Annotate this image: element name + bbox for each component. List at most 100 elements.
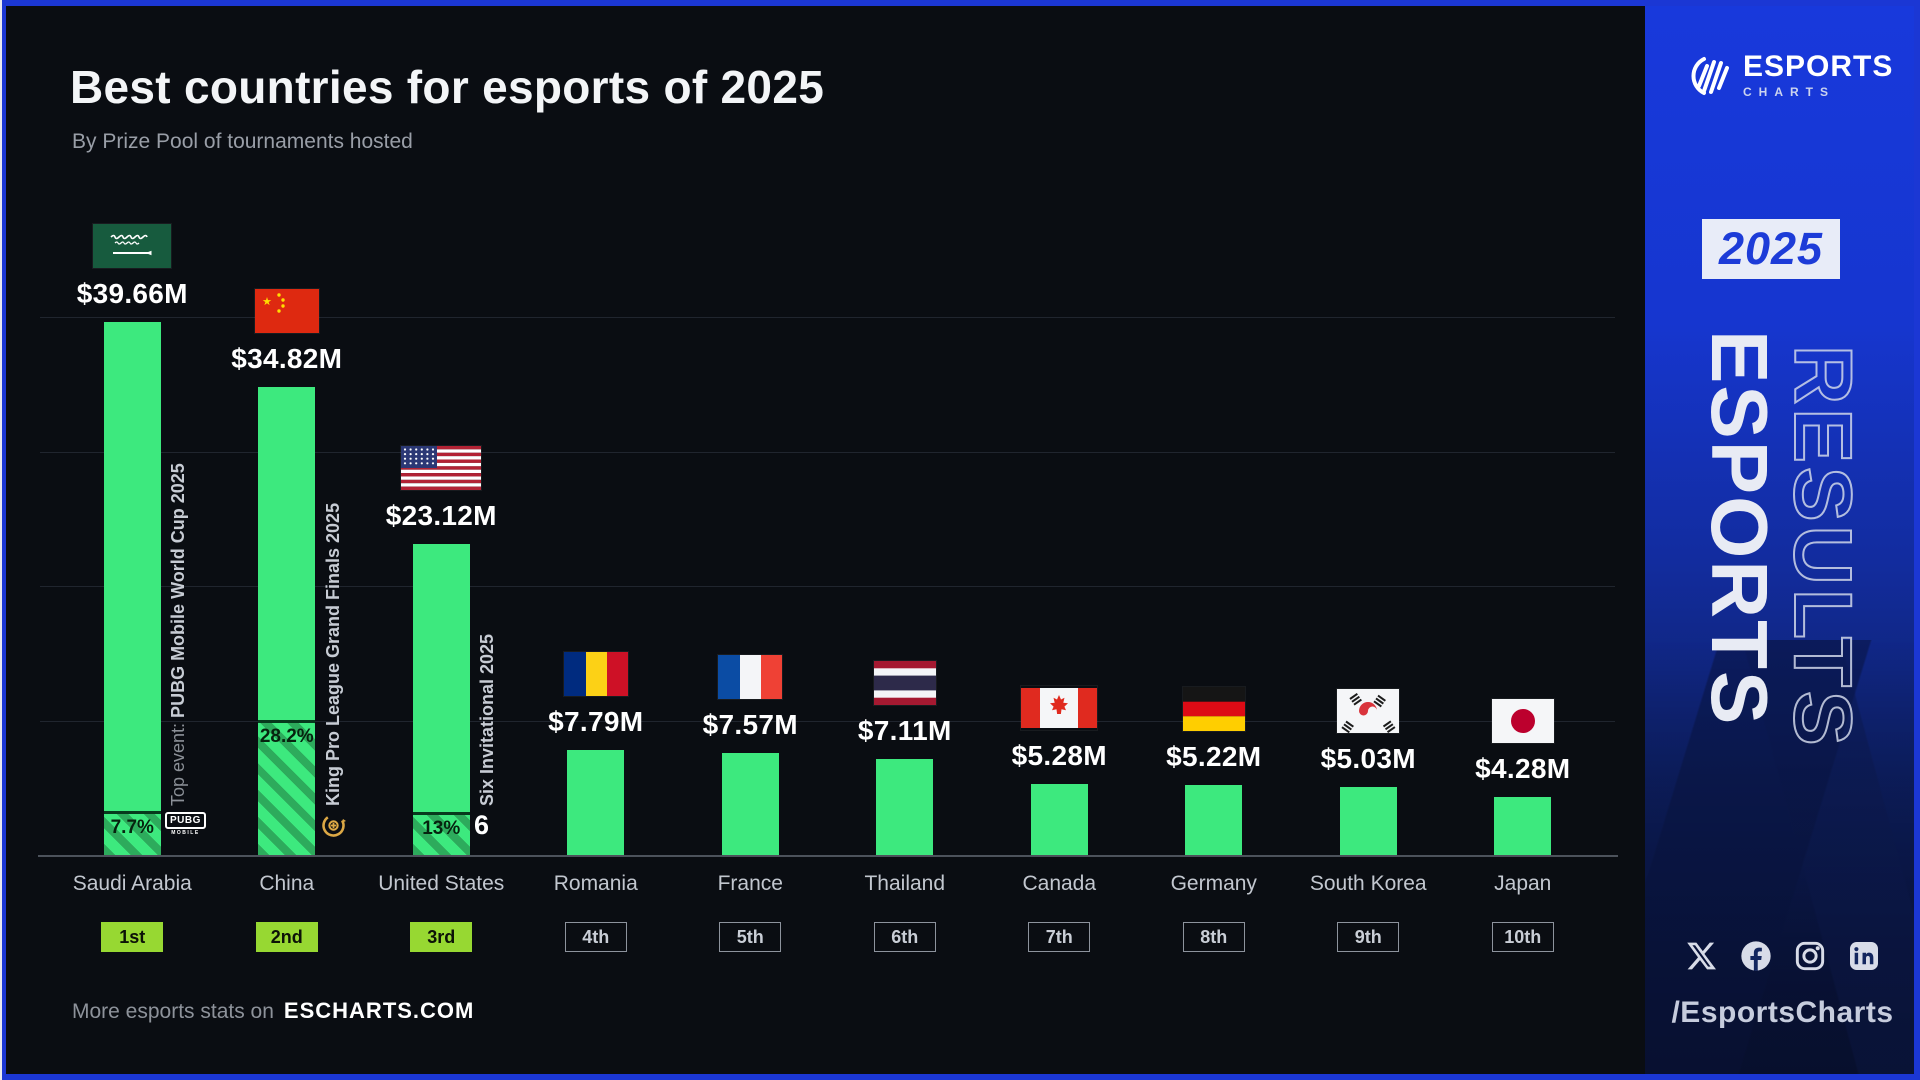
rank-badge-9th: 9th xyxy=(1337,922,1400,952)
page-title: Best countries for esports of 2025 xyxy=(70,61,825,113)
value-label: $34.82M xyxy=(231,343,343,374)
rank-badge-8th: 8th xyxy=(1182,922,1245,952)
bar-canada xyxy=(1030,784,1088,855)
column-south-korea: $5.03M xyxy=(1291,140,1446,855)
category-cell: Saudi Arabia xyxy=(55,872,210,896)
x-axis-baseline xyxy=(38,855,1618,857)
sidebar xyxy=(1645,0,1920,1080)
thailand-flag-icon xyxy=(873,661,936,705)
top-event-share-segment: 13% xyxy=(412,812,470,855)
badge-cell: 8th xyxy=(1137,922,1292,952)
sidebar-photo-overlay xyxy=(1645,640,1920,1080)
top-event-share-label: 13% xyxy=(422,818,461,839)
bar-columns: $39.66M 7.7% $34.82M 28.2% $23.12M 13% $7.79… xyxy=(55,140,1600,855)
category-cell: Japan xyxy=(1446,872,1601,896)
bar-saudi-arabia: 7.7% xyxy=(103,322,161,855)
category-cell: Canada xyxy=(982,872,1137,896)
romania-flag-icon xyxy=(563,652,628,696)
japan-flag-icon xyxy=(1491,699,1554,743)
category-cell: Romania xyxy=(519,872,674,896)
linkedin-icon[interactable] xyxy=(1848,940,1880,972)
gridline-40M xyxy=(40,317,1615,318)
badge-cell: 2nd xyxy=(210,922,365,952)
category-labels-row: Saudi Arabia China United States Romania Fra… xyxy=(55,872,1600,896)
badge-cell: 3rd xyxy=(364,922,519,952)
brand-name: ESPORTS xyxy=(1743,50,1894,83)
x-twitter-icon[interactable] xyxy=(1686,940,1718,972)
badge-cell: 4th xyxy=(519,922,674,952)
bar-united-states: 13% xyxy=(412,544,470,855)
china-flag-icon xyxy=(254,289,319,333)
king-pro-league-logo-icon xyxy=(320,812,347,844)
top-event-name: Top event: PUBG Mobile World Cup 2025 xyxy=(168,463,188,806)
rank-badge-1st: 1st xyxy=(101,922,164,952)
column-germany: $5.22M xyxy=(1137,140,1292,855)
value-label: $5.22M xyxy=(1166,741,1262,772)
bar-japan xyxy=(1494,797,1552,855)
rank-badge-2nd: 2nd xyxy=(255,922,318,952)
germany-flag-icon xyxy=(1182,687,1245,731)
gridline-10M xyxy=(40,721,1615,722)
badge-cell: 9th xyxy=(1291,922,1446,952)
gridline-30M xyxy=(40,452,1615,453)
esports-charts-logo: ESPORTS CHARTS xyxy=(1690,52,1893,99)
bar-china: 28.2% xyxy=(258,387,316,855)
top-event-name: King Pro League Grand Finals 2025 xyxy=(323,502,343,806)
rank-badge-4th: 4th xyxy=(564,922,627,952)
chart-panel: Best countries for esports of 2025 By Pr… xyxy=(38,61,1618,1023)
footer-prefix: More esports stats on xyxy=(72,1000,274,1023)
column-thailand: $7.11M xyxy=(828,140,983,855)
vertical-esports-text: ESPORTS xyxy=(1695,330,1784,727)
badge-cell: 7th xyxy=(982,922,1137,952)
category-cell: Germany xyxy=(1137,872,1292,896)
column-united-states: $23.12M 13% xyxy=(364,140,519,855)
badge-cell: 5th xyxy=(673,922,828,952)
column-romania: $7.79M xyxy=(519,140,674,855)
bar-south-korea xyxy=(1339,787,1397,855)
category-label: Romania xyxy=(553,872,638,895)
category-label: China xyxy=(259,872,315,895)
rank-badge-3rd: 3rd xyxy=(410,922,473,952)
facebook-icon[interactable] xyxy=(1740,940,1772,972)
rainbow-six-logo-icon: 6 xyxy=(474,810,490,840)
instagram-icon[interactable] xyxy=(1794,940,1826,972)
esports-charts-logo-icon xyxy=(1691,56,1729,95)
category-label: Canada xyxy=(1022,872,1097,895)
category-cell: China xyxy=(210,872,365,896)
escharts-link[interactable]: ESCHARTS.COM xyxy=(283,998,475,1023)
value-label: $7.57M xyxy=(702,709,798,740)
value-label: $5.03M xyxy=(1320,743,1416,774)
rank-badge-10th: 10th xyxy=(1491,922,1554,952)
canada-flag-icon xyxy=(1021,686,1098,730)
year-badge: 2025 xyxy=(1702,219,1840,279)
category-label: France xyxy=(717,872,783,895)
category-cell: United States xyxy=(364,872,519,896)
bar-thailand xyxy=(876,759,934,855)
bar-germany xyxy=(1185,785,1243,855)
social-handle[interactable]: /EsportsCharts xyxy=(1671,996,1894,1029)
category-label: United States xyxy=(378,872,505,895)
rank-badges-row: 1st 2nd 3rd 4th 5th 6th 7th 8th 9th 10th xyxy=(55,922,1600,952)
badge-cell: 6th xyxy=(828,922,983,952)
brand-sub: CHARTS xyxy=(1743,85,1835,99)
column-japan: $4.28M xyxy=(1446,140,1601,855)
badge-cell: 10th xyxy=(1446,922,1601,952)
gridline-20M xyxy=(40,586,1615,587)
top-event-share-segment: 7.7% xyxy=(103,811,161,855)
bar-romania xyxy=(567,750,625,855)
brand-text: ESPORTS CHARTS xyxy=(1743,50,1894,100)
category-label: South Korea xyxy=(1309,872,1427,895)
page-subtitle: By Prize Pool of tournaments hosted xyxy=(72,130,413,153)
category-label: Thailand xyxy=(864,872,946,895)
category-cell: France xyxy=(673,872,828,896)
bar-france xyxy=(721,753,779,855)
category-cell: South Korea xyxy=(1291,872,1446,896)
column-saudi-arabia: $39.66M 7.7% xyxy=(55,140,210,855)
badge-cell: 1st xyxy=(55,922,210,952)
pubg-mobile-logo-icon: PUBG MOBILE xyxy=(165,812,206,836)
vertical-results-text: RESULTS xyxy=(1776,344,1869,751)
value-label: $5.28M xyxy=(1011,740,1107,771)
category-label: Germany xyxy=(1170,872,1257,895)
top-event-share-segment: 28.2% xyxy=(258,720,316,855)
